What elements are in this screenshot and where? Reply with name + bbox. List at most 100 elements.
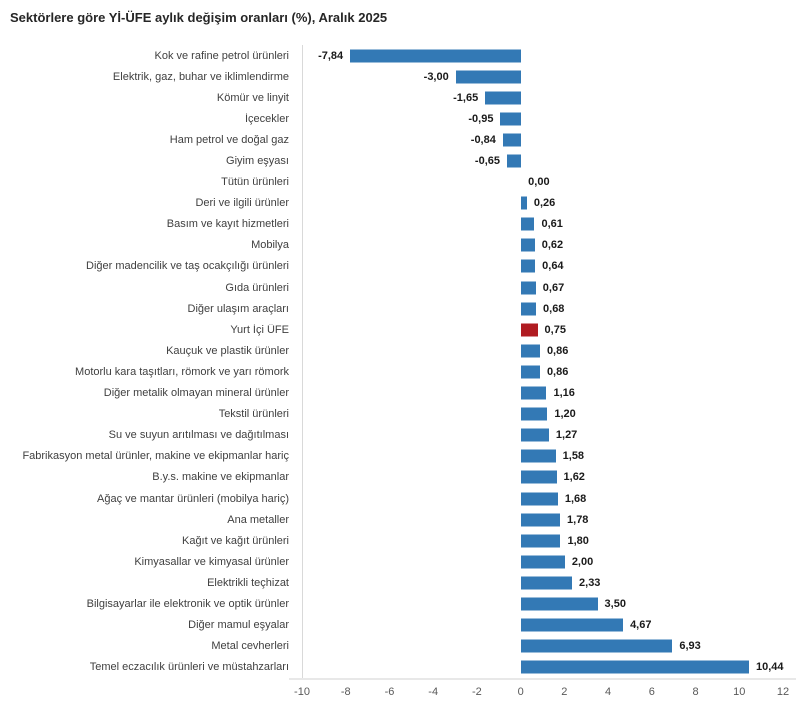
value-label: 0,67 [542, 281, 565, 294]
x-axis-line [289, 678, 796, 680]
category-label: Fabrikasyon metal ürünler, makine ve eki… [22, 450, 289, 463]
value-label: 1,27 [555, 429, 578, 442]
bar [507, 154, 522, 168]
plot-cell: 3,50 [302, 593, 783, 615]
plot-cell: 1,80 [302, 530, 783, 552]
category-label: Kimyasallar ve kimyasal ürünler [134, 555, 289, 568]
value-label: 1,20 [554, 408, 576, 421]
category-label: Kauçuk ve plastik ürünler [166, 344, 289, 357]
category-label: Elektrikli teçhizat [207, 576, 289, 589]
chart-row: Gıda ürünleri 0,67 [0, 277, 805, 299]
x-tick-label: -6 [384, 686, 395, 698]
plot-cell: 0,75 [302, 319, 783, 341]
chart-row: Ham petrol ve doğal gaz -0,84 [0, 129, 805, 151]
chart-row: Kauçuk ve plastik ürünler 0,86 [0, 340, 805, 362]
value-label: -0,65 [474, 155, 500, 168]
bar [521, 365, 540, 379]
category-label: Yurt İçi ÜFE [230, 323, 289, 336]
bar [521, 238, 535, 252]
category-label: Tekstil ürünleri [218, 408, 289, 421]
bar [521, 386, 547, 400]
bar [455, 70, 522, 84]
bar [521, 639, 673, 653]
plot-cell: 1,62 [302, 466, 783, 488]
chart-row: Ana metaller 1,78 [0, 509, 805, 531]
value-label: 0,68 [543, 302, 565, 315]
x-tick-label: 2 [561, 686, 568, 698]
category-label: Deri ve ilgili ürünler [195, 197, 289, 210]
chart-row: Su ve suyun arıtılması ve dağıtılması 1,2… [0, 424, 805, 446]
chart-row: Ağaç ve mantar ürünleri (mobilya hariç) 1… [0, 487, 805, 510]
chart-row: Motorlu kara taşıtları, römork ve yarı r… [0, 361, 805, 383]
category-label: Diğer ulaşım araçları [187, 302, 289, 315]
plot-cell: 2,00 [302, 551, 783, 573]
chart-row: Kimyasallar ve kimyasal ürünler 2,00 [0, 551, 805, 573]
bar [521, 470, 557, 484]
value-label: 0,86 [546, 344, 569, 357]
bar [521, 302, 536, 316]
category-label: İçecekler [244, 112, 289, 125]
chart-row: Giyim eşyası -0,65 [0, 150, 805, 172]
category-label: Mobilya [251, 239, 289, 252]
plot-cell: 2,33 [302, 572, 783, 594]
category-label: Metal cevherleri [211, 640, 289, 653]
value-label: 1,16 [553, 387, 575, 400]
category-label: Diğer metalik olmayan mineral ürünler [103, 387, 289, 400]
chart-row: Mobilya 0,62 [0, 234, 805, 256]
plot-cell: 0,68 [302, 298, 783, 320]
plot-cell: -0,84 [302, 129, 783, 151]
bar [500, 112, 522, 126]
bar [485, 91, 522, 105]
chart-row: B.y.s. makine ve ekipmanlar 1,62 [0, 466, 805, 488]
plot-cell: -0,95 [302, 108, 783, 130]
bar [521, 217, 535, 231]
x-tick-label: 6 [648, 686, 655, 698]
category-label: Kağıt ve kağıt ürünleri [181, 534, 289, 547]
chart-rows: Kok ve rafine petrol ürünleri -7,84 Elektr… [0, 45, 805, 678]
plot-cell: 4,67 [302, 614, 783, 636]
value-label: -0,84 [470, 133, 496, 146]
plot-cell: 0,86 [302, 340, 783, 362]
x-tick-label: -8 [340, 686, 351, 698]
plot-cell: 1,68 [302, 487, 783, 510]
bar [521, 534, 561, 548]
chart-row: İçecekler -0,95 [0, 108, 805, 130]
value-label: 2,00 [571, 555, 594, 568]
plot-cell: 6,93 [302, 635, 783, 657]
plot-cell: 0,00 [302, 171, 783, 193]
x-tick-label: 4 [605, 686, 612, 698]
plot-cell: 0,67 [302, 277, 783, 299]
category-label: Diğer mamul eşyalar [188, 619, 289, 632]
x-tick-label: -10 [294, 686, 310, 698]
category-label: Basım ve kayıt hizmetleri [166, 218, 289, 231]
chart-title: Sektörlere göre Yİ-ÜFE aylık değişim ora… [10, 10, 388, 25]
chart-row: Bilgisayarlar ile elektronik ve optik ür… [0, 593, 805, 615]
x-tick-label: 10 [733, 686, 746, 698]
plot-cell: -7,84 [302, 45, 783, 67]
plot-cell: 1,58 [302, 445, 783, 467]
bar [521, 407, 548, 421]
category-label: Ağaç ve mantar ürünleri (mobilya hariç) [97, 492, 289, 505]
chart-row: Tekstil ürünleri 1,20 [0, 403, 805, 425]
value-label: 0,26 [533, 197, 556, 210]
plot-cell: -1,65 [302, 87, 783, 109]
bar-chart: Kok ve rafine petrol ürünleri -7,84 Elektr… [0, 45, 805, 698]
bar [521, 660, 749, 674]
bar [521, 597, 598, 611]
x-tick-label: -2 [472, 686, 482, 698]
bar [521, 555, 565, 569]
chart-row: Kağıt ve kağıt ürünleri 1,80 [0, 530, 805, 552]
value-label: 0,64 [542, 260, 564, 273]
chart-row: Elektrikli teçhizat 2,33 [0, 572, 805, 594]
category-label: Elektrik, gaz, buhar ve iklimlendirme [112, 70, 289, 83]
category-label: Ham petrol ve doğal gaz [169, 133, 289, 146]
chart-row: Temel eczacılık ürünleri ve müstahzarlar… [0, 656, 805, 678]
value-label: 1,62 [563, 471, 585, 484]
chart-row: Kömür ve linyit -1,65 [0, 87, 805, 109]
chart-row: Basım ve kayıt hizmetleri 0,61 [0, 213, 805, 235]
value-label: 10,44 [755, 661, 784, 674]
value-label: 6,93 [679, 640, 701, 653]
chart-row: Diğer madencilik ve taş ocakçılığı ürünl… [0, 255, 805, 278]
value-label: -1,65 [453, 91, 479, 104]
category-label: Temel eczacılık ürünleri ve müstahzarlar… [89, 661, 289, 674]
